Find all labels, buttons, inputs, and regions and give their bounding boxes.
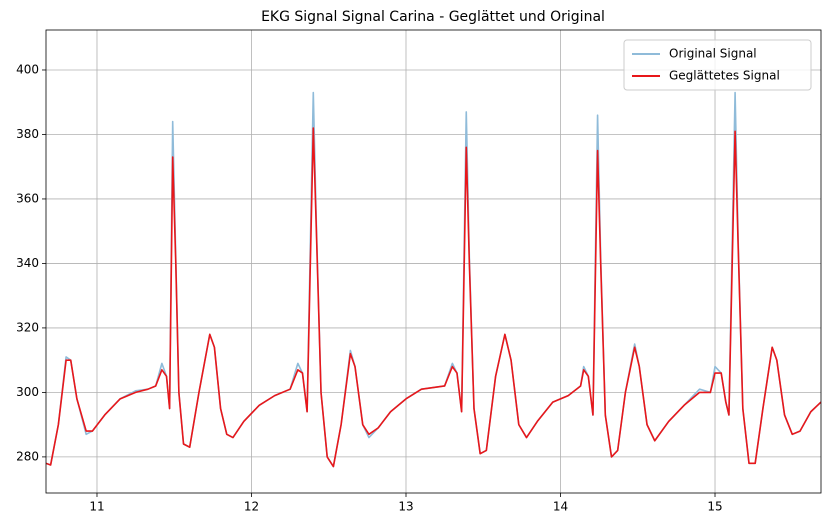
plot-frame: [45, 29, 822, 494]
x-tick-label: 11: [89, 500, 104, 514]
legend-label: Original Signal: [669, 47, 757, 61]
x-tick-label: 12: [244, 500, 259, 514]
legend: Original Signal Geglättetes Signal: [623, 39, 812, 91]
y-tick-label: 320: [16, 320, 39, 334]
x-tick-label: 15: [707, 500, 722, 514]
legend-label: Geglättetes Signal: [669, 69, 780, 83]
y-tick-label: 340: [16, 256, 39, 270]
line-series: [46, 91, 821, 468]
y-tick-label: 400: [16, 62, 39, 76]
y-tick-label: 280: [16, 449, 39, 463]
x-tick-label: 13: [398, 500, 413, 514]
y-tick-label: 300: [16, 385, 39, 399]
line-series: [46, 127, 821, 468]
y-tick-label: 360: [16, 191, 39, 205]
x-tick-label: 14: [553, 500, 568, 514]
y-tick-label: 380: [16, 127, 39, 141]
legend-box: [623, 39, 812, 91]
chart-title: EKG Signal Signal Carina - Geglättet und…: [261, 9, 605, 25]
